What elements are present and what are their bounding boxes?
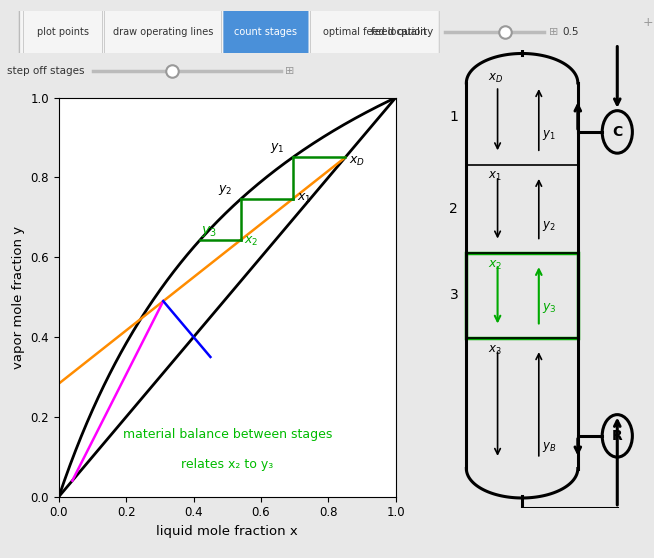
Text: $y_3$: $y_3$ [542, 301, 557, 315]
Text: count stages: count stages [234, 27, 298, 37]
Text: ⊞: ⊞ [549, 27, 559, 37]
Text: $y_3$: $y_3$ [201, 224, 217, 239]
FancyBboxPatch shape [224, 0, 309, 92]
Text: $y_2$: $y_2$ [542, 219, 556, 233]
Text: $y_B$: $y_B$ [542, 440, 557, 454]
X-axis label: liquid mole fraction x: liquid mole fraction x [156, 525, 298, 538]
FancyBboxPatch shape [20, 0, 370, 133]
Text: 3: 3 [449, 288, 458, 302]
Text: $y_1$: $y_1$ [269, 141, 284, 155]
FancyBboxPatch shape [105, 0, 221, 92]
Text: draw operating lines: draw operating lines [112, 27, 213, 37]
Text: plot points: plot points [37, 27, 89, 37]
Text: $x_2$: $x_2$ [488, 258, 502, 272]
Y-axis label: vapor mole fraction y: vapor mole fraction y [12, 225, 25, 369]
Text: $y_1$: $y_1$ [542, 128, 556, 142]
Text: step off stages: step off stages [7, 66, 84, 76]
Text: optimal feed location: optimal feed location [323, 27, 426, 37]
Text: $x_1$: $x_1$ [297, 192, 311, 205]
Text: feed quality: feed quality [371, 27, 433, 37]
Text: 2: 2 [449, 202, 458, 216]
Text: R: R [612, 429, 623, 443]
FancyBboxPatch shape [24, 0, 103, 92]
Text: C: C [612, 125, 623, 139]
Text: $x_2$: $x_2$ [244, 235, 258, 248]
Text: $x_1$: $x_1$ [489, 170, 502, 184]
Text: $x_D$: $x_D$ [349, 155, 365, 167]
Text: 1: 1 [449, 110, 458, 124]
Bar [466, 253, 578, 338]
FancyBboxPatch shape [311, 0, 439, 92]
Text: ⊞: ⊞ [285, 66, 294, 76]
Text: $x_D$: $x_D$ [488, 73, 503, 85]
Text: +: + [643, 16, 653, 29]
Text: relates x₂ to y₃: relates x₂ to y₃ [181, 458, 273, 471]
Text: $x_3$: $x_3$ [489, 344, 502, 357]
Text: material balance between stages: material balance between stages [122, 429, 332, 441]
Text: $y_2$: $y_2$ [218, 183, 232, 197]
Text: 0.5: 0.5 [562, 27, 578, 37]
